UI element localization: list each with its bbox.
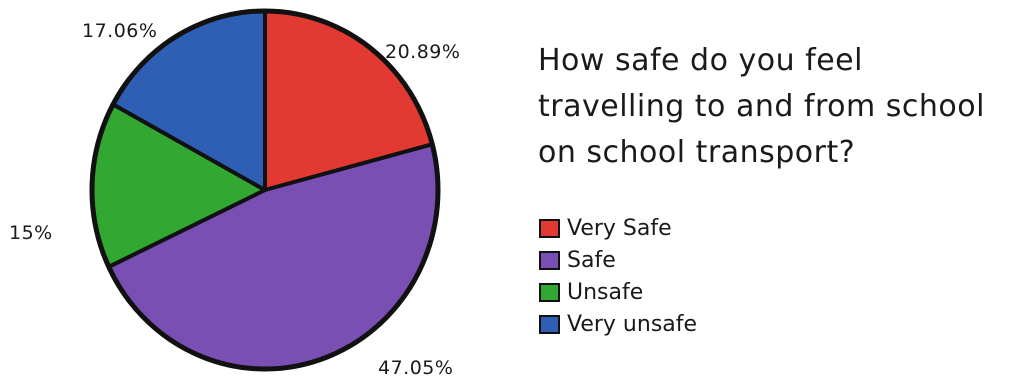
legend-item-safe: Safe <box>539 244 697 276</box>
chart-title: How safe do you feel travelling to and f… <box>538 43 985 170</box>
legend-label-unsafe: Unsafe <box>567 279 644 305</box>
legend: Very Safe Safe Unsafe Very unsafe <box>539 212 697 340</box>
legend-label-safe: Safe <box>567 247 616 273</box>
slice-label-very-unsafe: 17.06% <box>82 20 158 42</box>
slice-label-very-safe: 20.89% <box>385 41 461 63</box>
legend-item-very-unsafe: Very unsafe <box>539 308 697 340</box>
pie-outline <box>89 8 441 372</box>
legend-label-very-safe: Very Safe <box>567 215 672 241</box>
legend-swatch-safe <box>539 250 560 270</box>
legend-label-very-unsafe: Very unsafe <box>567 311 698 337</box>
slice-label-safe: 47.05% <box>378 357 454 379</box>
legend-swatch-very-safe <box>539 218 560 238</box>
slice-label-unsafe: 15% <box>9 222 53 244</box>
legend-swatch-very-unsafe <box>539 314 560 334</box>
legend-swatch-unsafe <box>539 282 560 302</box>
legend-item-unsafe: Unsafe <box>539 276 697 308</box>
legend-item-very-safe: Very Safe <box>539 212 697 244</box>
